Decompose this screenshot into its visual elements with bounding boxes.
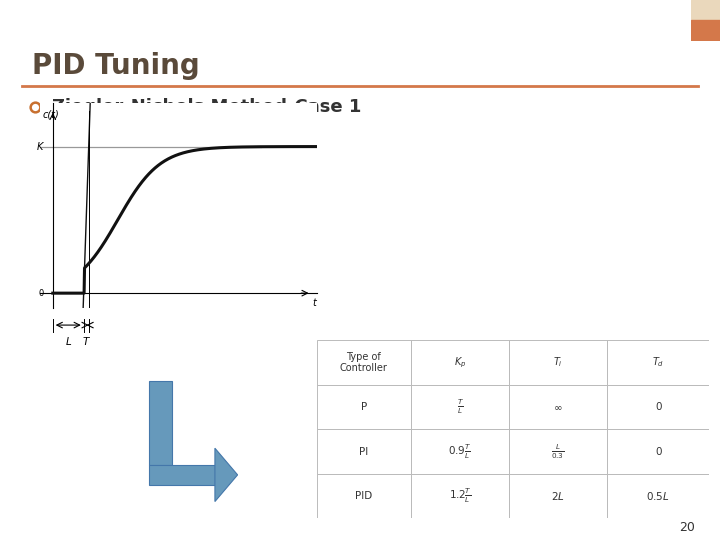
Text: $0.9\frac{T}{L}$: $0.9\frac{T}{L}$ [449, 442, 472, 461]
Polygon shape [215, 448, 238, 502]
Bar [411, 384, 509, 429]
Bar [509, 429, 607, 474]
Bar [317, 474, 411, 518]
Bar [411, 474, 509, 518]
Bar [607, 384, 709, 429]
Text: ⇒: ⇒ [66, 127, 76, 137]
Text: PID Tuning: PID Tuning [32, 51, 200, 79]
Bar [607, 340, 709, 384]
Text: $\infty$: $\infty$ [554, 402, 563, 412]
Text: $0.5L$: $0.5L$ [647, 490, 670, 502]
Polygon shape [150, 381, 172, 465]
Text: $2L$: $2L$ [552, 490, 565, 502]
Text: PI: PI [359, 447, 369, 457]
Text: 0: 0 [655, 447, 662, 457]
Bar [317, 384, 411, 429]
Text: $K_p$: $K_p$ [454, 355, 467, 370]
Bar [509, 384, 607, 429]
Text: $\frac{T}{L}$: $\frac{T}{L}$ [456, 398, 464, 416]
Text: T: T [83, 336, 89, 347]
Bar [509, 474, 607, 518]
Text: S-shaped step response: S-shaped step response [86, 124, 271, 139]
Bar [317, 340, 411, 384]
Text: $1.2\frac{T}{L}$: $1.2\frac{T}{L}$ [449, 487, 472, 505]
Text: P: P [361, 402, 367, 412]
Text: $T_i$: $T_i$ [553, 355, 563, 369]
Text: L: L [66, 336, 71, 347]
Text: Ziegler-Nichols Method-Case 1: Ziegler-Nichols Method-Case 1 [52, 98, 361, 116]
Text: Type of
Controller: Type of Controller [340, 352, 388, 373]
Bar [509, 340, 607, 384]
Text: c(t): c(t) [42, 109, 59, 119]
Polygon shape [150, 465, 215, 485]
Text: K: K [37, 141, 44, 152]
Text: 20: 20 [679, 521, 695, 534]
Bar [691, 20, 720, 40]
Text: Tangent line at
inflection point: Tangent line at inflection point [0, 539, 1, 540]
Bar [317, 429, 411, 474]
Text: 0: 0 [38, 289, 44, 298]
Text: PID: PID [355, 491, 372, 501]
Text: $\frac{L}{0.3}$: $\frac{L}{0.3}$ [552, 442, 565, 461]
Bar [607, 429, 709, 474]
Bar [607, 474, 709, 518]
Bar [411, 429, 509, 474]
Bar [411, 340, 509, 384]
Bar [691, 0, 720, 19]
Text: 0: 0 [655, 402, 662, 412]
Text: $T_d$: $T_d$ [652, 355, 665, 369]
Text: t: t [312, 299, 317, 308]
